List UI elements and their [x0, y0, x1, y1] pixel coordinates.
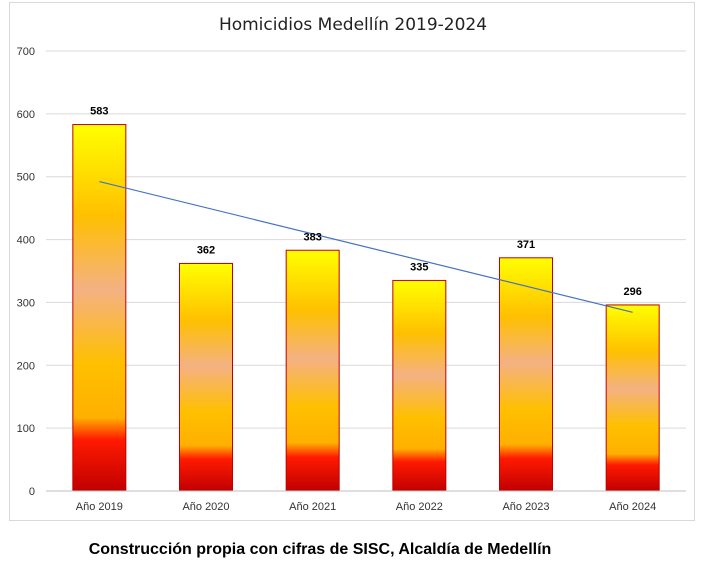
y-tick-label: 200 [17, 360, 35, 372]
data-label: 335 [410, 261, 428, 273]
y-tick-label: 0 [29, 486, 35, 498]
bars [72, 124, 660, 492]
data-label: 362 [197, 244, 215, 256]
chart-caption: Construcción propia con cifras de SISC, … [88, 541, 552, 558]
data-label: 296 [623, 286, 641, 298]
x-tick-label: Año 2023 [502, 501, 549, 513]
y-tick-label: 600 [17, 109, 35, 121]
bar [499, 257, 553, 492]
data-label: 583 [90, 106, 108, 118]
bar [285, 249, 340, 492]
trendline-line [99, 180, 633, 313]
x-tick-label: Año 2024 [609, 501, 656, 513]
x-tick-label: Año 2021 [289, 501, 336, 513]
data-label: 371 [517, 239, 535, 251]
data-label: 383 [303, 231, 321, 243]
y-tick-label: 100 [17, 423, 35, 435]
x-tick-label: Año 2020 [182, 501, 229, 513]
y-tick-label: 400 [17, 235, 35, 247]
gridlines [46, 50, 686, 429]
bar [605, 304, 660, 492]
bar [179, 262, 233, 492]
data-labels: 583 362 383 335 371 296 [90, 106, 642, 298]
trendline [99, 180, 633, 313]
bar [72, 124, 127, 492]
y-tick-label: 700 [17, 46, 35, 58]
chart-title: Homicidios Medellín 2019-2024 [219, 15, 487, 35]
bar [392, 279, 447, 492]
x-tick-label: Año 2019 [76, 501, 123, 513]
bar-chart: Homicidios Medellín 2019-2024 583 362 383 3… [17, 15, 686, 513]
y-tick-label: 500 [17, 172, 35, 184]
x-tick-label: Año 2022 [396, 501, 443, 513]
y-tick-label: 300 [17, 297, 35, 309]
axes: 0 100 200 300 400 500 600 700 Año 2019 Año 2020 Añ… [17, 46, 686, 513]
